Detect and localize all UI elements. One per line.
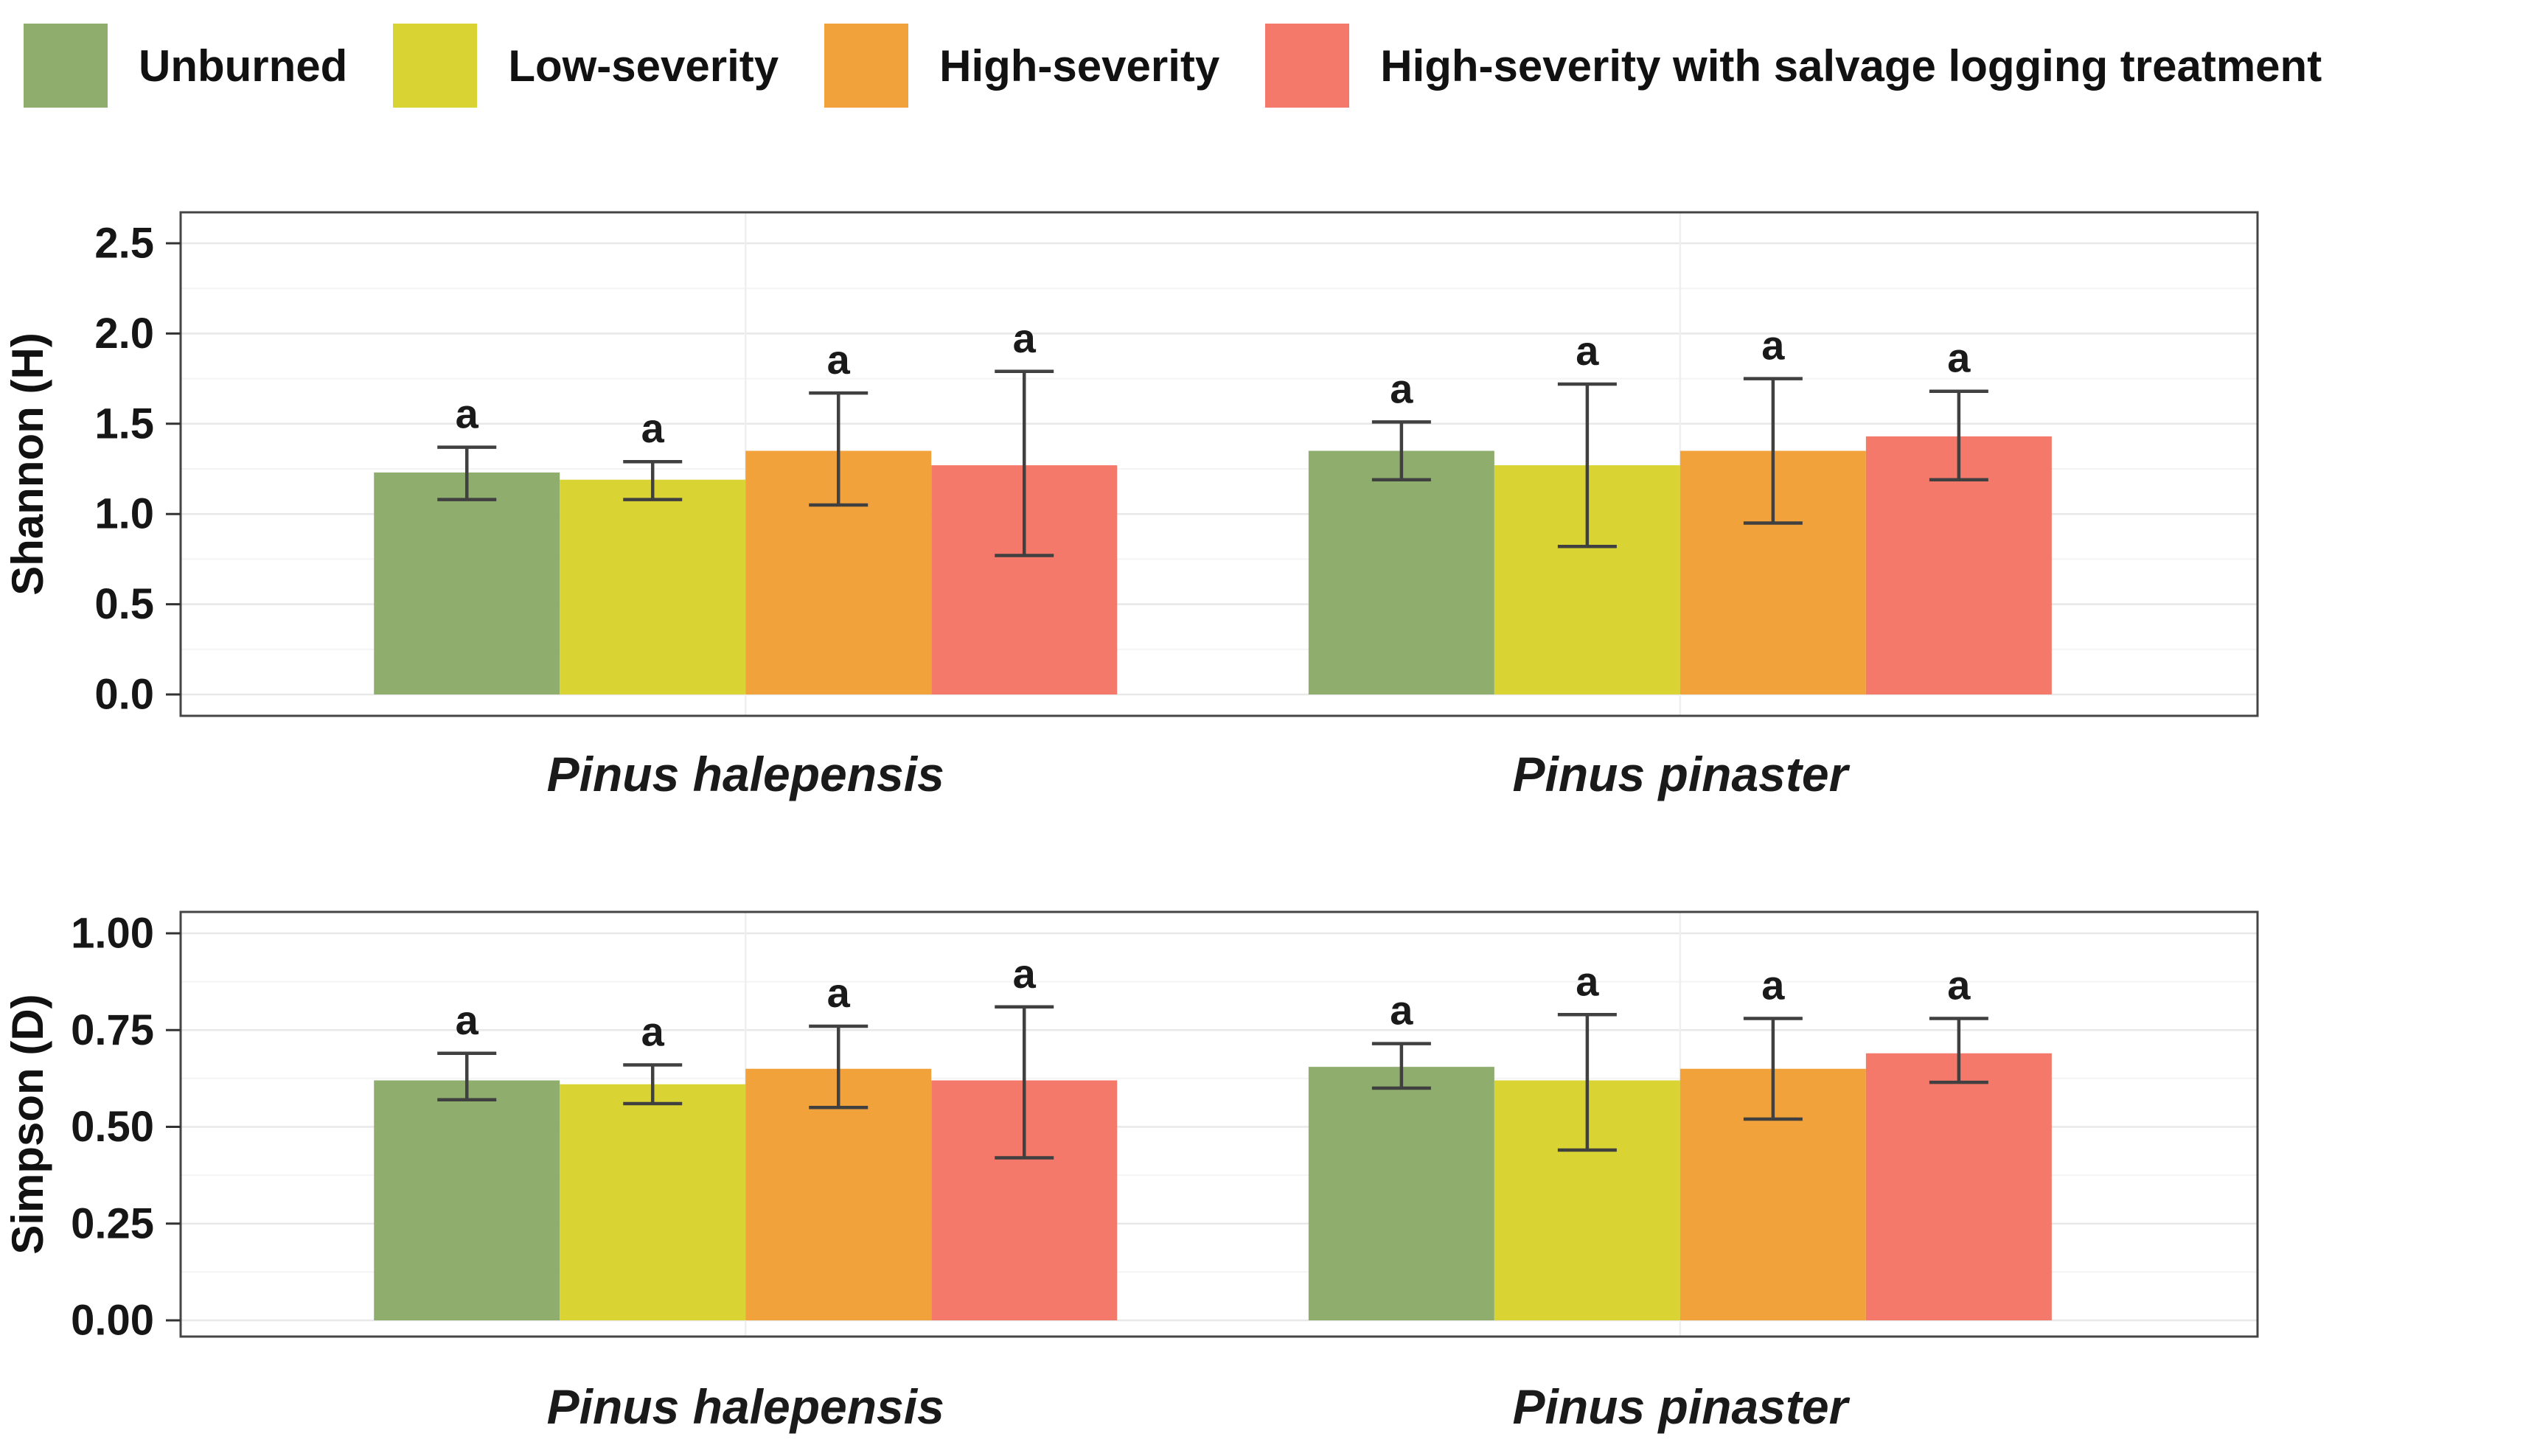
bar-unburned-pinus-halepensis xyxy=(374,472,560,694)
legend-label: High-severity xyxy=(939,41,1220,91)
sig-letter: a xyxy=(1761,322,1785,369)
y-tick-label: 1.0 xyxy=(94,490,154,538)
panel-border xyxy=(179,211,2259,717)
y-axis-title: Shannon (H) xyxy=(3,332,52,596)
sig-letter: a xyxy=(641,405,665,451)
x-axis-label-pinus-halepensis: Pinus halepensis xyxy=(547,1379,944,1434)
legend-swatch-high-severity xyxy=(824,24,909,108)
legend-item-high-severity: High-severity xyxy=(824,24,1219,108)
legend-swatch-unburned xyxy=(24,24,108,108)
legend-item-low-severity: Low-severity xyxy=(393,24,779,108)
y-tick-label: 1.5 xyxy=(94,400,154,447)
legend-label: Low-severity xyxy=(508,41,779,91)
legend: Unburned Low-severity High-severity High-se… xyxy=(24,22,2534,109)
legend-label: Unburned xyxy=(139,41,348,91)
sig-letter: a xyxy=(1947,335,1971,381)
y-tick-label: 0.50 xyxy=(71,1103,154,1151)
sig-letter: a xyxy=(1013,315,1037,361)
bar-low-severity-pinus-halepensis xyxy=(560,479,746,694)
y-tick-label: 1.00 xyxy=(71,910,154,958)
y-tick-label: 0.25 xyxy=(71,1199,154,1247)
bar-low-severity-pinus-halepensis xyxy=(560,1084,746,1320)
y-tick-label: 0.0 xyxy=(94,671,154,719)
simpson-chart: a a a a Pinus halepensis a a a a Pinus pinaster 0.… xyxy=(3,910,2259,1434)
legend-label: High-severity with salvage logging treat… xyxy=(1380,41,2322,91)
sig-letter: a xyxy=(827,969,851,1016)
bar-unburned-pinus-pinaster xyxy=(1308,450,1494,694)
y-tick-label: 0.5 xyxy=(94,580,154,628)
sig-letter: a xyxy=(1013,950,1037,997)
sig-letter: a xyxy=(1947,962,1971,1009)
legend-item-unburned: Unburned xyxy=(24,24,347,108)
sig-letter: a xyxy=(1390,365,1413,411)
x-axis-label-pinus-pinaster: Pinus pinaster xyxy=(1512,747,1850,801)
y-axis-title: Simpson (D) xyxy=(3,994,52,1254)
y-tick-label: 2.0 xyxy=(94,310,154,358)
sig-letter: a xyxy=(641,1009,665,1055)
sig-letter: a xyxy=(1390,987,1413,1034)
legend-item-high-severity-with-salvage-logging-treatment: High-severity with salvage logging treat… xyxy=(1265,24,2322,108)
sig-letter: a xyxy=(456,391,479,437)
sig-letter: a xyxy=(1576,958,1599,1004)
bar-high-severity-pinus-halepensis xyxy=(745,1068,932,1320)
panel-border xyxy=(179,910,2259,1338)
sig-letter: a xyxy=(827,336,851,383)
x-axis-label-pinus-pinaster: Pinus pinaster xyxy=(1512,1379,1850,1434)
sig-letter: a xyxy=(456,997,479,1043)
legend-swatch-high-severity-with-salvage-logging-treatment xyxy=(1265,24,1350,108)
y-tick-label: 0.75 xyxy=(71,1006,154,1054)
bar-unburned-pinus-halepensis xyxy=(374,1080,560,1320)
sig-letter: a xyxy=(1576,327,1599,374)
y-tick-label: 0.00 xyxy=(71,1297,154,1345)
bar-high-severity-with-salvage-logging-treatment-pinus-pinaster xyxy=(1865,1053,2052,1320)
y-tick-label: 2.5 xyxy=(94,220,154,268)
sig-letter: a xyxy=(1761,962,1785,1009)
legend-swatch-low-severity xyxy=(393,24,478,108)
shannon-chart: a a a a Pinus halepensis a a a a Pinus pinaster 0.… xyxy=(3,211,2259,801)
bar-unburned-pinus-pinaster xyxy=(1308,1067,1494,1320)
x-axis-label-pinus-halepensis: Pinus halepensis xyxy=(547,747,944,801)
